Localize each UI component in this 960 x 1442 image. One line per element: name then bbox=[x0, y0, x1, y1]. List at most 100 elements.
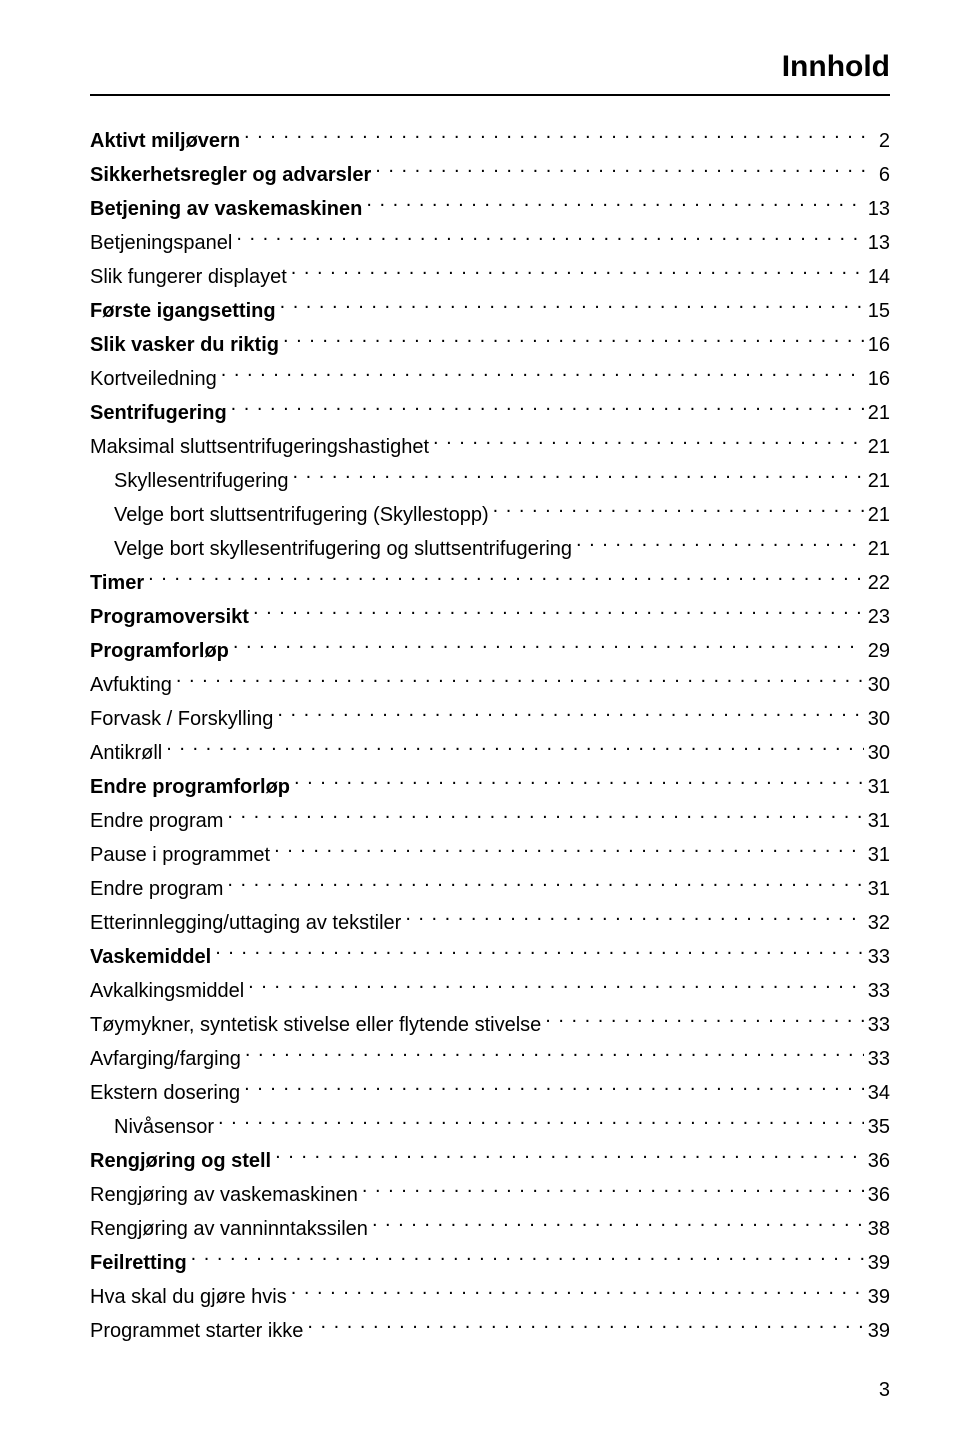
toc-label: Velge bort sluttsentrifugering (Skyllest… bbox=[90, 500, 489, 530]
toc-dots bbox=[227, 875, 863, 895]
toc-page: 33 bbox=[868, 1010, 890, 1040]
toc-entry: Velge bort sluttsentrifugering (Skyllest… bbox=[90, 500, 890, 530]
toc-label: Sikkerhetsregler og advarsler bbox=[90, 160, 371, 190]
toc-page: 14 bbox=[868, 262, 890, 292]
toc-entry: Rengjøring av vanninntakssilen38 bbox=[90, 1214, 890, 1244]
toc-page: 34 bbox=[868, 1078, 890, 1108]
toc-page: 16 bbox=[868, 330, 890, 360]
toc-entry: Slik fungerer displayet14 bbox=[90, 262, 890, 292]
table-of-contents: Aktivt miljøvern2 Sikkerhetsregler og adv… bbox=[90, 126, 890, 1346]
toc-dots bbox=[231, 399, 864, 419]
toc-entry: Aktivt miljøvern2 bbox=[90, 126, 890, 156]
toc-page: 33 bbox=[868, 976, 890, 1006]
toc-dots bbox=[244, 1079, 864, 1099]
toc-dots bbox=[545, 1011, 863, 1031]
toc-label: Betjeningspanel bbox=[90, 228, 232, 258]
toc-dots bbox=[148, 569, 864, 589]
toc-entry: Etterinnlegging/uttaging av tekstiler 32 bbox=[90, 908, 890, 938]
toc-dots bbox=[244, 127, 875, 147]
toc-page: 35 bbox=[868, 1112, 890, 1142]
document-page: Innhold Aktivt miljøvern2 Sikkerhetsregle… bbox=[0, 0, 960, 1346]
toc-page: 23 bbox=[868, 602, 890, 632]
toc-entry: Programmet starter ikke 39 bbox=[90, 1316, 890, 1346]
toc-dots bbox=[218, 1113, 864, 1133]
toc-dots bbox=[294, 773, 864, 793]
toc-label: Rengjøring og stell bbox=[90, 1146, 271, 1176]
toc-label: Programoversikt bbox=[90, 602, 249, 632]
toc-entry: Avkalkingsmiddel33 bbox=[90, 976, 890, 1006]
toc-dots bbox=[248, 977, 864, 997]
toc-page: 31 bbox=[868, 874, 890, 904]
toc-entry: Rengjøring av vaskemaskinen36 bbox=[90, 1180, 890, 1210]
toc-label: Velge bort skyllesentrifugering og slutt… bbox=[90, 534, 572, 564]
toc-dots bbox=[280, 297, 864, 317]
toc-page: 39 bbox=[868, 1316, 890, 1346]
toc-entry: Avfarging/farging33 bbox=[90, 1044, 890, 1074]
toc-dots bbox=[362, 1181, 864, 1201]
toc-entry: Rengjøring og stell 36 bbox=[90, 1146, 890, 1176]
toc-dots bbox=[375, 161, 875, 181]
toc-label: Slik vasker du riktig bbox=[90, 330, 279, 360]
toc-entry: Feilretting 39 bbox=[90, 1248, 890, 1278]
toc-page: 15 bbox=[868, 296, 890, 326]
toc-entry: Endre programforløp31 bbox=[90, 772, 890, 802]
toc-page: 21 bbox=[868, 500, 890, 530]
toc-label: Tøymykner, syntetisk stivelse eller flyt… bbox=[90, 1010, 541, 1040]
toc-dots bbox=[166, 739, 864, 759]
toc-entry: Første igangsetting 15 bbox=[90, 296, 890, 326]
toc-page: 16 bbox=[868, 364, 890, 394]
toc-dots bbox=[291, 1283, 864, 1303]
toc-label: Maksimal sluttsentrifugeringshastighet bbox=[90, 432, 429, 462]
toc-label: Pause i programmet bbox=[90, 840, 270, 870]
toc-label: Antikrøll bbox=[90, 738, 162, 768]
toc-entry: Tøymykner, syntetisk stivelse eller flyt… bbox=[90, 1010, 890, 1040]
toc-label: Endre program bbox=[90, 874, 223, 904]
toc-label: Timer bbox=[90, 568, 144, 598]
toc-dots bbox=[493, 501, 864, 521]
toc-entry: Avfukting30 bbox=[90, 670, 890, 700]
toc-page: 22 bbox=[868, 568, 890, 598]
toc-entry: Endre program 31 bbox=[90, 874, 890, 904]
toc-label: Feilretting bbox=[90, 1248, 187, 1278]
toc-dots bbox=[291, 263, 864, 283]
toc-page: 32 bbox=[868, 908, 890, 938]
toc-dots bbox=[405, 909, 863, 929]
page-number: 3 bbox=[879, 1379, 890, 1402]
toc-page: 38 bbox=[868, 1214, 890, 1244]
toc-page: 21 bbox=[868, 398, 890, 428]
toc-label: Etterinnlegging/uttaging av tekstiler bbox=[90, 908, 401, 938]
toc-page: 30 bbox=[868, 738, 890, 768]
toc-entry: Forvask / Forskylling30 bbox=[90, 704, 890, 734]
toc-entry: Endre program31 bbox=[90, 806, 890, 836]
toc-dots bbox=[366, 195, 863, 215]
toc-page: 21 bbox=[868, 534, 890, 564]
toc-label: Første igangsetting bbox=[90, 296, 276, 326]
toc-label: Avfarging/farging bbox=[90, 1044, 241, 1074]
toc-page: 33 bbox=[868, 942, 890, 972]
toc-page: 6 bbox=[879, 160, 890, 190]
toc-page: 31 bbox=[868, 840, 890, 870]
toc-page: 31 bbox=[868, 772, 890, 802]
toc-dots bbox=[433, 433, 864, 453]
toc-page: 29 bbox=[868, 636, 890, 666]
toc-entry: Velge bort skyllesentrifugering og slutt… bbox=[90, 534, 890, 564]
toc-entry: Antikrøll 30 bbox=[90, 738, 890, 768]
toc-label: Rengjøring av vaskemaskinen bbox=[90, 1180, 358, 1210]
toc-dots bbox=[176, 671, 864, 691]
toc-page: 36 bbox=[868, 1146, 890, 1176]
toc-dots bbox=[221, 365, 864, 385]
toc-label: Programforløp bbox=[90, 636, 229, 666]
toc-label: Aktivt miljøvern bbox=[90, 126, 240, 156]
toc-dots bbox=[283, 331, 864, 351]
toc-entry: Slik vasker du riktig 16 bbox=[90, 330, 890, 360]
toc-entry: Betjening av vaskemaskinen13 bbox=[90, 194, 890, 224]
toc-label: Skyllesentrifugering bbox=[90, 466, 289, 496]
toc-entry: Programforløp 29 bbox=[90, 636, 890, 666]
toc-page: 21 bbox=[868, 466, 890, 496]
page-title: Innhold bbox=[90, 50, 890, 84]
toc-label: Programmet starter ikke bbox=[90, 1316, 303, 1346]
toc-page: 39 bbox=[868, 1248, 890, 1278]
toc-entry: Betjeningspanel13 bbox=[90, 228, 890, 258]
toc-dots bbox=[293, 467, 864, 487]
toc-dots bbox=[245, 1045, 864, 1065]
